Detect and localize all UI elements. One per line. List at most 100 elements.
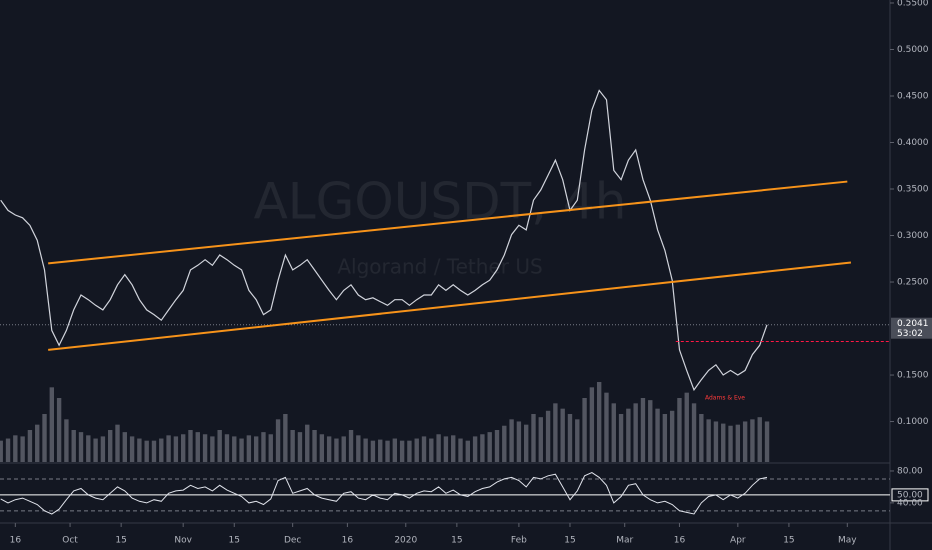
- volume-bar: [35, 424, 40, 462]
- volume-bar: [297, 432, 303, 462]
- x-tick-label: Feb: [511, 536, 527, 546]
- countdown-label: 53:02: [897, 329, 923, 339]
- volume-bar: [305, 424, 310, 462]
- x-tick-label: Mar: [616, 536, 633, 546]
- annotation: Adams & Eve: [705, 395, 745, 402]
- volume-bar: [626, 408, 631, 462]
- volume-bar: [334, 438, 339, 462]
- volume-bar: [283, 414, 288, 462]
- volume-bar: [414, 438, 419, 462]
- volume-bar: [144, 440, 149, 462]
- volume-bar: [13, 435, 18, 462]
- volume-bar: [195, 432, 200, 462]
- y-tick-label: 0.3500: [897, 185, 929, 195]
- volume-bar: [86, 435, 91, 462]
- volume-bar: [604, 392, 609, 462]
- volume-bar: [392, 438, 398, 462]
- x-tick-label: 16: [342, 536, 354, 546]
- last-price-box: [891, 317, 932, 339]
- volume-bar: [137, 438, 142, 462]
- volume-bar: [312, 430, 317, 462]
- volume-bar: [764, 421, 770, 462]
- volume-bar: [451, 435, 456, 462]
- volume-bar: [699, 414, 704, 462]
- volume-bar: [115, 424, 120, 462]
- volume-bar: [71, 430, 76, 462]
- volume-bar: [429, 438, 434, 462]
- watermark-title: ALGOUSDT, 4h: [254, 173, 627, 231]
- y-tick-label: 0.5000: [897, 45, 929, 55]
- volume-bar: [173, 436, 179, 462]
- x-tick-label: 15: [783, 536, 794, 546]
- volume-bar: [465, 440, 470, 462]
- x-tick-label: Apr: [730, 536, 746, 546]
- volume-bar: [618, 414, 624, 462]
- volume-bar: [531, 414, 536, 462]
- x-tick-label: 15: [451, 536, 462, 546]
- volume-bar: [275, 419, 281, 462]
- volume-bar: [472, 436, 478, 462]
- volume-bar: [210, 436, 215, 462]
- trend-line: [48, 261, 852, 351]
- volume-bar: [567, 414, 573, 462]
- volume-bar: [516, 421, 522, 462]
- y-tick-label: 0.2500: [897, 278, 929, 288]
- volume-bar: [5, 438, 11, 462]
- rsi-tick-label: 80.00: [897, 466, 923, 476]
- volume-bar: [290, 430, 295, 462]
- volume-bar: [677, 398, 682, 462]
- volume-bar: [721, 423, 726, 462]
- volume-bar: [648, 400, 653, 462]
- rsi-line: [0, 472, 768, 515]
- volume-bar: [341, 436, 346, 462]
- volume-bar: [436, 434, 441, 462]
- volume-bar: [129, 436, 135, 462]
- x-tick-label: 16: [674, 536, 686, 546]
- volume-bar: [268, 434, 273, 462]
- volume-bar: [0, 440, 3, 462]
- volume-bar: [421, 436, 427, 462]
- volume-bar: [224, 434, 230, 462]
- x-tick-label: Dec: [284, 536, 301, 546]
- rsi-mid-box: [891, 488, 929, 502]
- volume-bar: [122, 432, 127, 462]
- volume-bar: [188, 430, 193, 462]
- volume-bar: [20, 436, 25, 462]
- volume-bar: [684, 392, 689, 462]
- volume-bar: [560, 408, 565, 462]
- x-tick-label: 2020: [394, 536, 417, 546]
- volume-bar: [524, 424, 529, 462]
- x-tick-label: 15: [564, 536, 575, 546]
- volume-bar: [538, 417, 543, 462]
- rsi-tick-label: 40.00: [897, 498, 923, 508]
- volume-bar: [151, 440, 157, 462]
- volume-bar: [108, 430, 113, 462]
- volume-bar: [180, 434, 186, 462]
- y-tick-label: 0.3000: [897, 231, 929, 241]
- volume-bar: [93, 438, 98, 462]
- volume-bar: [217, 430, 222, 462]
- volume-bar: [589, 387, 595, 462]
- volume-bar: [582, 398, 587, 462]
- volume-bar: [378, 439, 383, 462]
- volume-bar: [399, 440, 405, 462]
- volume-bar: [662, 414, 668, 462]
- price-line: [0, 89, 768, 392]
- volume-bar: [706, 419, 711, 462]
- volume-bar: [100, 436, 106, 462]
- x-tick-label: 15: [229, 536, 240, 546]
- rsi-tick-label: 50.00: [897, 490, 923, 500]
- volume-bar: [742, 421, 748, 462]
- volume-bar: [480, 434, 485, 462]
- volume-bar: [640, 398, 646, 462]
- y-tick-label: 0.1500: [897, 371, 929, 381]
- last-price-label: 0.2041: [897, 319, 929, 329]
- volume-bar: [253, 436, 259, 462]
- volume-bar: [202, 434, 208, 462]
- volume-bar: [553, 403, 558, 462]
- volume-bar: [261, 432, 266, 462]
- x-tick-label: 16: [10, 536, 22, 546]
- y-tick-label: 0.4000: [897, 138, 929, 148]
- volume-bar: [348, 430, 354, 462]
